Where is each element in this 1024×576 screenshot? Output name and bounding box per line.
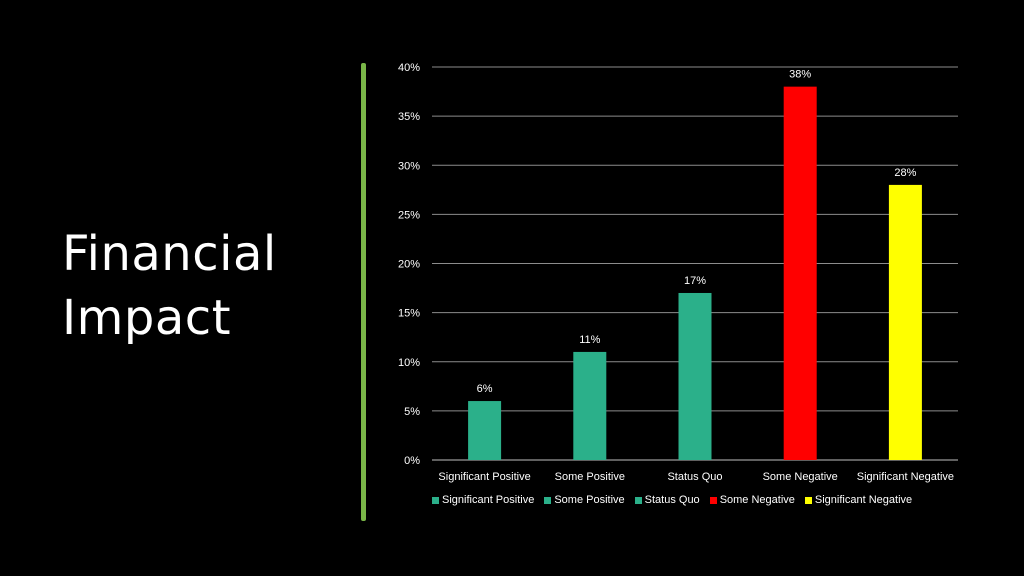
legend-label: Status Quo xyxy=(644,494,700,506)
data-label: 38% xyxy=(789,69,811,81)
data-label: 17% xyxy=(684,275,706,287)
y-tick-label: 30% xyxy=(398,160,420,172)
y-axis-ticks: 0% 5% 10% 15% 20% 25% 30% 35% 40% xyxy=(398,62,420,467)
legend-swatch xyxy=(432,496,439,504)
bar-significant-negative xyxy=(888,184,922,460)
y-tick-label: 5% xyxy=(404,406,420,418)
legend-entry: Some Positive xyxy=(544,494,625,506)
bars xyxy=(468,86,922,461)
data-label: 28% xyxy=(894,167,916,179)
legend-entry: Significant Positive xyxy=(432,494,534,506)
data-label: 6% xyxy=(477,383,493,395)
legend-label: Some Negative xyxy=(719,494,795,506)
y-tick-label: 15% xyxy=(398,308,420,320)
y-tick-label: 25% xyxy=(398,209,420,221)
slide-title-line-1: Financial xyxy=(62,226,277,282)
legend-label: Significant Positive xyxy=(442,494,535,506)
x-tick-label: Significant Negative xyxy=(857,471,954,483)
legend-entry: Significant Negative xyxy=(804,494,913,506)
legend-swatch xyxy=(804,496,812,504)
legend-entry: Some Negative xyxy=(709,494,795,506)
y-tick-label: 20% xyxy=(398,259,420,271)
legend-swatch xyxy=(634,496,642,504)
x-tick-label: Status Quo xyxy=(667,471,722,483)
data-labels: 6% 11% 17% 38% 28% xyxy=(477,69,917,395)
y-tick-label: 35% xyxy=(398,111,420,123)
bar-some-positive xyxy=(573,351,607,460)
data-label: 11% xyxy=(579,334,600,346)
bar-status-quo xyxy=(678,292,712,460)
accent-divider xyxy=(361,63,366,521)
chart-legend: Significant Positive Some Positive Status … xyxy=(432,494,912,506)
x-tick-label: Some Negative xyxy=(763,471,838,483)
slide-title: Financial Impact xyxy=(62,222,342,350)
legend-swatch xyxy=(544,496,552,504)
x-axis-ticks: Significant Positive Some Positive Status … xyxy=(438,471,954,483)
y-tick-label: 10% xyxy=(398,357,420,369)
slide-title-line-2: Impact xyxy=(62,290,232,346)
bar-significant-positive xyxy=(468,401,502,460)
x-tick-label: Significant Positive xyxy=(438,471,530,483)
legend-label: Significant Negative xyxy=(814,494,913,506)
y-tick-label: 0% xyxy=(404,455,420,467)
y-tick-label: 40% xyxy=(398,62,420,74)
x-tick-label: Some Positive xyxy=(555,471,625,483)
legend-label: Some Positive xyxy=(554,494,625,506)
legend-swatch xyxy=(709,496,717,504)
legend-entry: Status Quo xyxy=(634,494,700,506)
bar-some-negative xyxy=(783,86,817,461)
